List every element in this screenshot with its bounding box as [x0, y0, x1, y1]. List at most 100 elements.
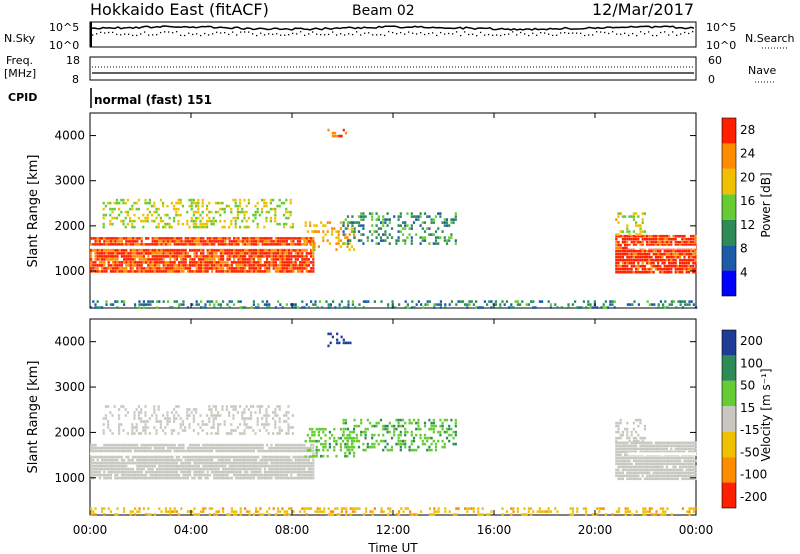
range-gate-cell: [303, 455, 306, 459]
range-gate-cell: [358, 303, 361, 306]
range-gate-cell: [237, 476, 240, 480]
range-gate-cell: [226, 476, 229, 480]
range-gate-cell: [272, 461, 275, 465]
range-gate-cell: [444, 306, 447, 309]
range-gate-cell: [208, 210, 211, 214]
range-gate-cell: [661, 462, 664, 466]
range-gate-cell: [445, 239, 449, 242]
range-gate-cell: [211, 264, 214, 267]
range-gate-cell: [635, 441, 638, 445]
nsearch-dot: [668, 34, 670, 36]
range-gate-cell: [246, 261, 249, 264]
range-gate-cell: [290, 243, 293, 246]
range-gate-cell: [289, 213, 292, 217]
range-gate-cell: [268, 470, 271, 474]
range-gate-cell: [291, 225, 294, 229]
range-gate-cell: [256, 210, 259, 214]
range-gate-cell: [118, 213, 121, 217]
range-gate-cell: [175, 267, 178, 270]
range-gate-cell: [353, 418, 356, 422]
range-gate-cell: [274, 426, 277, 429]
range-gate-cell: [244, 237, 247, 240]
range-gate-cell: [102, 201, 105, 205]
range-gate-cell: [237, 249, 240, 252]
range-gate-cell: [125, 476, 128, 480]
range-gate-cell: [96, 258, 99, 261]
range-gate-cell: [657, 456, 660, 460]
range-gate-cell: [615, 264, 618, 268]
range-gate-cell: [676, 267, 679, 271]
range-gate-cell: [266, 476, 269, 480]
range-gate-cell: [628, 462, 631, 466]
range-gate-cell: [619, 267, 622, 271]
range-gate-cell: [112, 249, 115, 252]
nsearch-dot: [248, 31, 250, 33]
nsearch-dot: [316, 33, 318, 35]
range-gate-cell: [125, 461, 128, 465]
range-gate-cell: [299, 449, 302, 453]
range-gate-cell: [281, 270, 284, 273]
range-gate-cell: [430, 448, 433, 452]
range-gate-cell: [180, 461, 183, 465]
range-gate-cell: [116, 513, 119, 516]
range-gate-cell: [672, 477, 675, 481]
range-gate-cell: [283, 267, 286, 270]
range-gate-cell: [285, 240, 288, 243]
range-gate-cell: [244, 243, 247, 246]
range-gate-cell: [148, 201, 151, 205]
range-gate-cell: [637, 456, 640, 460]
range-gate-cell: [641, 252, 644, 256]
range-gate-cell: [654, 264, 657, 268]
range-gate-cell: [224, 249, 227, 252]
range-gate-cell: [156, 264, 159, 267]
range-gate-cell: [189, 255, 192, 258]
range-gate-cell: [287, 426, 290, 429]
range-gate-cell: [663, 471, 666, 475]
range-gate-cell: [235, 467, 238, 471]
range-gate-cell: [230, 243, 233, 246]
range-gate-cell: [179, 213, 182, 217]
range-gate-cell: [102, 423, 105, 426]
range-gate-cell: [401, 233, 405, 236]
range-gate-cell: [312, 264, 315, 267]
range-gate-cell: [624, 462, 627, 466]
range-gate-cell: [222, 267, 225, 270]
range-gate-cell: [178, 476, 181, 480]
range-gate-cell: [191, 449, 194, 453]
range-gate-cell: [679, 456, 682, 460]
range-gate-cell: [158, 467, 161, 471]
range-gate-cell: [114, 264, 117, 267]
range-gate-cell: [659, 468, 662, 472]
range-gate-cell: [641, 465, 644, 469]
range-gate-cell: [269, 219, 272, 223]
range-gate-cell: [312, 443, 315, 447]
range-gate-cell: [281, 458, 284, 462]
range-gate-cell: [628, 444, 631, 448]
range-gate-cell: [366, 236, 369, 239]
range-gate-cell: [114, 255, 117, 258]
power-colorbar-label: Power [dB]: [759, 172, 773, 237]
range-gate-cell: [182, 240, 185, 243]
range-gate-cell: [189, 261, 192, 264]
range-gate-cell: [250, 467, 253, 471]
range-gate-cell: [666, 306, 669, 309]
range-gate-cell: [212, 405, 215, 408]
range-gate-cell: [283, 458, 286, 462]
range-gate-cell: [265, 414, 268, 417]
nsearch-dot: [260, 32, 262, 34]
range-gate-cell: [310, 267, 313, 270]
range-gate-cell: [151, 267, 154, 270]
range-gate-cell: [454, 430, 457, 434]
range-gate-cell: [663, 261, 666, 265]
range-gate-cell: [692, 459, 695, 463]
range-gate-cell: [694, 234, 697, 238]
nsearch-dot: [108, 31, 110, 34]
range-gate-cell: [303, 249, 306, 252]
range-gate-cell: [430, 427, 433, 431]
range-gate-cell: [169, 243, 172, 246]
range-gate-cell: [309, 427, 312, 431]
range-gate-cell: [290, 443, 293, 447]
range-gate-cell: [181, 429, 184, 432]
nsearch-dot: [664, 31, 666, 33]
range-gate-cell: [643, 471, 646, 475]
